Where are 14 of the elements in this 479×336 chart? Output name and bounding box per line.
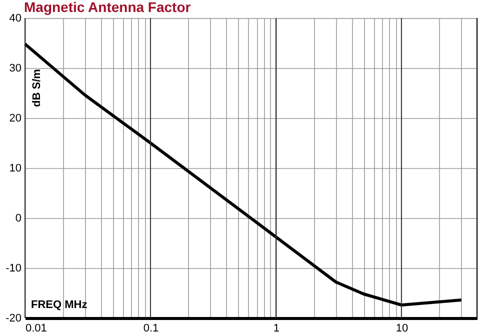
chart-title: Magnetic Antenna Factor <box>24 0 192 15</box>
y-tick-label: 20 <box>9 112 22 124</box>
y-tick-label: -20 <box>6 312 22 324</box>
y-tick-label: 40 <box>9 12 22 24</box>
x-tick-label: 1 <box>273 322 280 334</box>
y-tick-label: 30 <box>9 62 22 74</box>
x-tick-label: 0.01 <box>26 322 47 334</box>
x-tick-label: 10 <box>396 322 408 334</box>
y-tick-label: -10 <box>6 262 22 274</box>
x-tick-label: 0.1 <box>143 322 159 334</box>
y-tick-label: 0 <box>15 212 22 224</box>
x-axis-title: FREQ MHz <box>31 299 88 311</box>
y-tick-label: 10 <box>9 162 22 174</box>
y-axis-title: dB S/m <box>31 68 43 107</box>
